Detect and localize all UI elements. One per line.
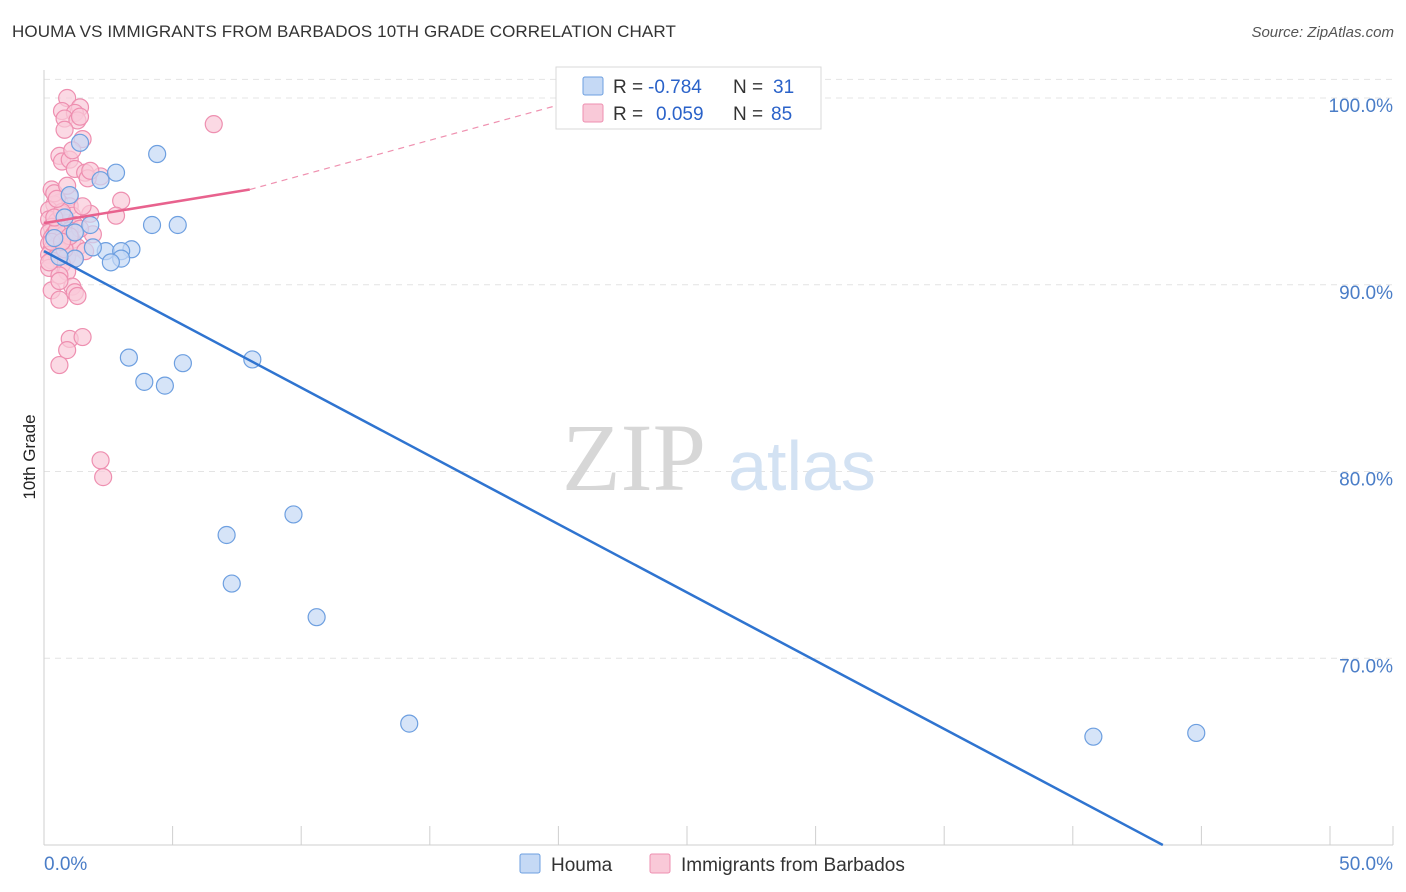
data-point-barbados bbox=[73, 327, 92, 347]
data-point-barbados bbox=[50, 290, 69, 309]
data-point-houma bbox=[70, 133, 90, 152]
series-immigrants-from-barbados bbox=[40, 88, 223, 487]
legend-box: R = -0.784 N = 31 R = 0.059 N = 85 bbox=[555, 66, 822, 130]
data-point-houma bbox=[173, 354, 192, 373]
legend-barbados-n-value: 85 bbox=[771, 104, 792, 125]
data-point-houma bbox=[55, 208, 74, 227]
data-point-barbados bbox=[55, 120, 74, 139]
chart-title: HOUMA VS IMMIGRANTS FROM BARBADOS 10TH G… bbox=[12, 22, 676, 41]
legend-houma-n-value: 31 bbox=[773, 77, 794, 98]
legend-houma-swatch bbox=[582, 76, 604, 96]
data-point-barbados bbox=[204, 115, 223, 134]
data-point-houma bbox=[81, 215, 100, 235]
watermark: ZIP atlas bbox=[562, 404, 876, 511]
legend-houma-r-label: R = bbox=[613, 77, 643, 98]
trend-line-barbados bbox=[43, 188, 250, 225]
y-tick-labels: 70.0% 80.0% 90.0% 100.0% bbox=[1329, 96, 1394, 677]
trend-line-barbados-extension bbox=[249, 97, 585, 191]
y-axis-label: 10th Grade bbox=[20, 414, 39, 499]
bottom-legend: Houma Immigrants from Barbados bbox=[519, 853, 905, 876]
data-point-barbados bbox=[50, 271, 69, 291]
y-tick-label: 70.0% bbox=[1339, 656, 1393, 677]
data-point-houma bbox=[307, 608, 326, 627]
data-point-houma bbox=[155, 376, 174, 395]
x-tick-label-min: 0.0% bbox=[44, 854, 87, 875]
gridlines bbox=[44, 78, 1393, 659]
watermark-zip: ZIP bbox=[562, 404, 706, 511]
data-point-houma bbox=[148, 144, 167, 164]
legend-houma-n-label: N = bbox=[733, 77, 763, 98]
bottom-legend-barbados-label: Immigrants from Barbados bbox=[681, 855, 905, 876]
legend-barbados-r-label: R = bbox=[613, 104, 643, 125]
trend-lines bbox=[43, 97, 1164, 847]
data-point-houma bbox=[1084, 727, 1103, 746]
data-point-houma bbox=[142, 215, 162, 235]
data-point-houma bbox=[106, 163, 126, 182]
legend-barbados-r-value: 0.059 bbox=[656, 104, 704, 125]
data-point-houma bbox=[45, 228, 64, 248]
data-point-barbados bbox=[68, 286, 87, 306]
x-ticks bbox=[43, 826, 1394, 845]
data-point-houma bbox=[60, 186, 79, 205]
data-point-barbados bbox=[58, 341, 77, 360]
data-point-houma bbox=[168, 215, 187, 235]
watermark-atlas: atlas bbox=[728, 427, 876, 505]
data-point-houma bbox=[1187, 723, 1206, 743]
data-point-houma bbox=[83, 238, 102, 257]
legend-barbados-n-label: N = bbox=[733, 104, 763, 125]
series-houma bbox=[45, 133, 1206, 746]
data-point-houma bbox=[135, 372, 154, 391]
data-point-houma bbox=[222, 574, 241, 593]
trend-line-houma bbox=[43, 250, 1164, 847]
data-point-houma bbox=[119, 348, 138, 367]
data-point-houma bbox=[217, 525, 236, 545]
bottom-legend-houma-swatch bbox=[519, 853, 541, 874]
bottom-legend-barbados-swatch bbox=[649, 853, 671, 874]
data-point-houma bbox=[284, 505, 303, 524]
data-point-barbados bbox=[50, 355, 69, 375]
data-point-barbados bbox=[94, 468, 113, 487]
data-point-barbados bbox=[91, 451, 110, 470]
data-point-houma bbox=[91, 171, 110, 190]
x-tick-label-max: 50.0% bbox=[1339, 854, 1393, 875]
source-label: Source: ZipAtlas.com bbox=[1251, 24, 1394, 41]
data-point-barbados bbox=[70, 107, 90, 126]
bottom-legend-houma-label: Houma bbox=[551, 855, 613, 876]
data-point-barbados bbox=[73, 197, 92, 216]
y-tick-label: 90.0% bbox=[1339, 283, 1393, 304]
data-point-houma bbox=[65, 223, 84, 242]
y-tick-label: 80.0% bbox=[1339, 470, 1393, 491]
data-point-houma bbox=[101, 253, 120, 272]
axes bbox=[43, 70, 1393, 846]
data-point-houma bbox=[400, 714, 419, 733]
legend-barbados-swatch bbox=[582, 103, 604, 123]
y-tick-label: 100.0% bbox=[1329, 96, 1394, 117]
legend-houma-r-value: -0.784 bbox=[648, 77, 702, 98]
